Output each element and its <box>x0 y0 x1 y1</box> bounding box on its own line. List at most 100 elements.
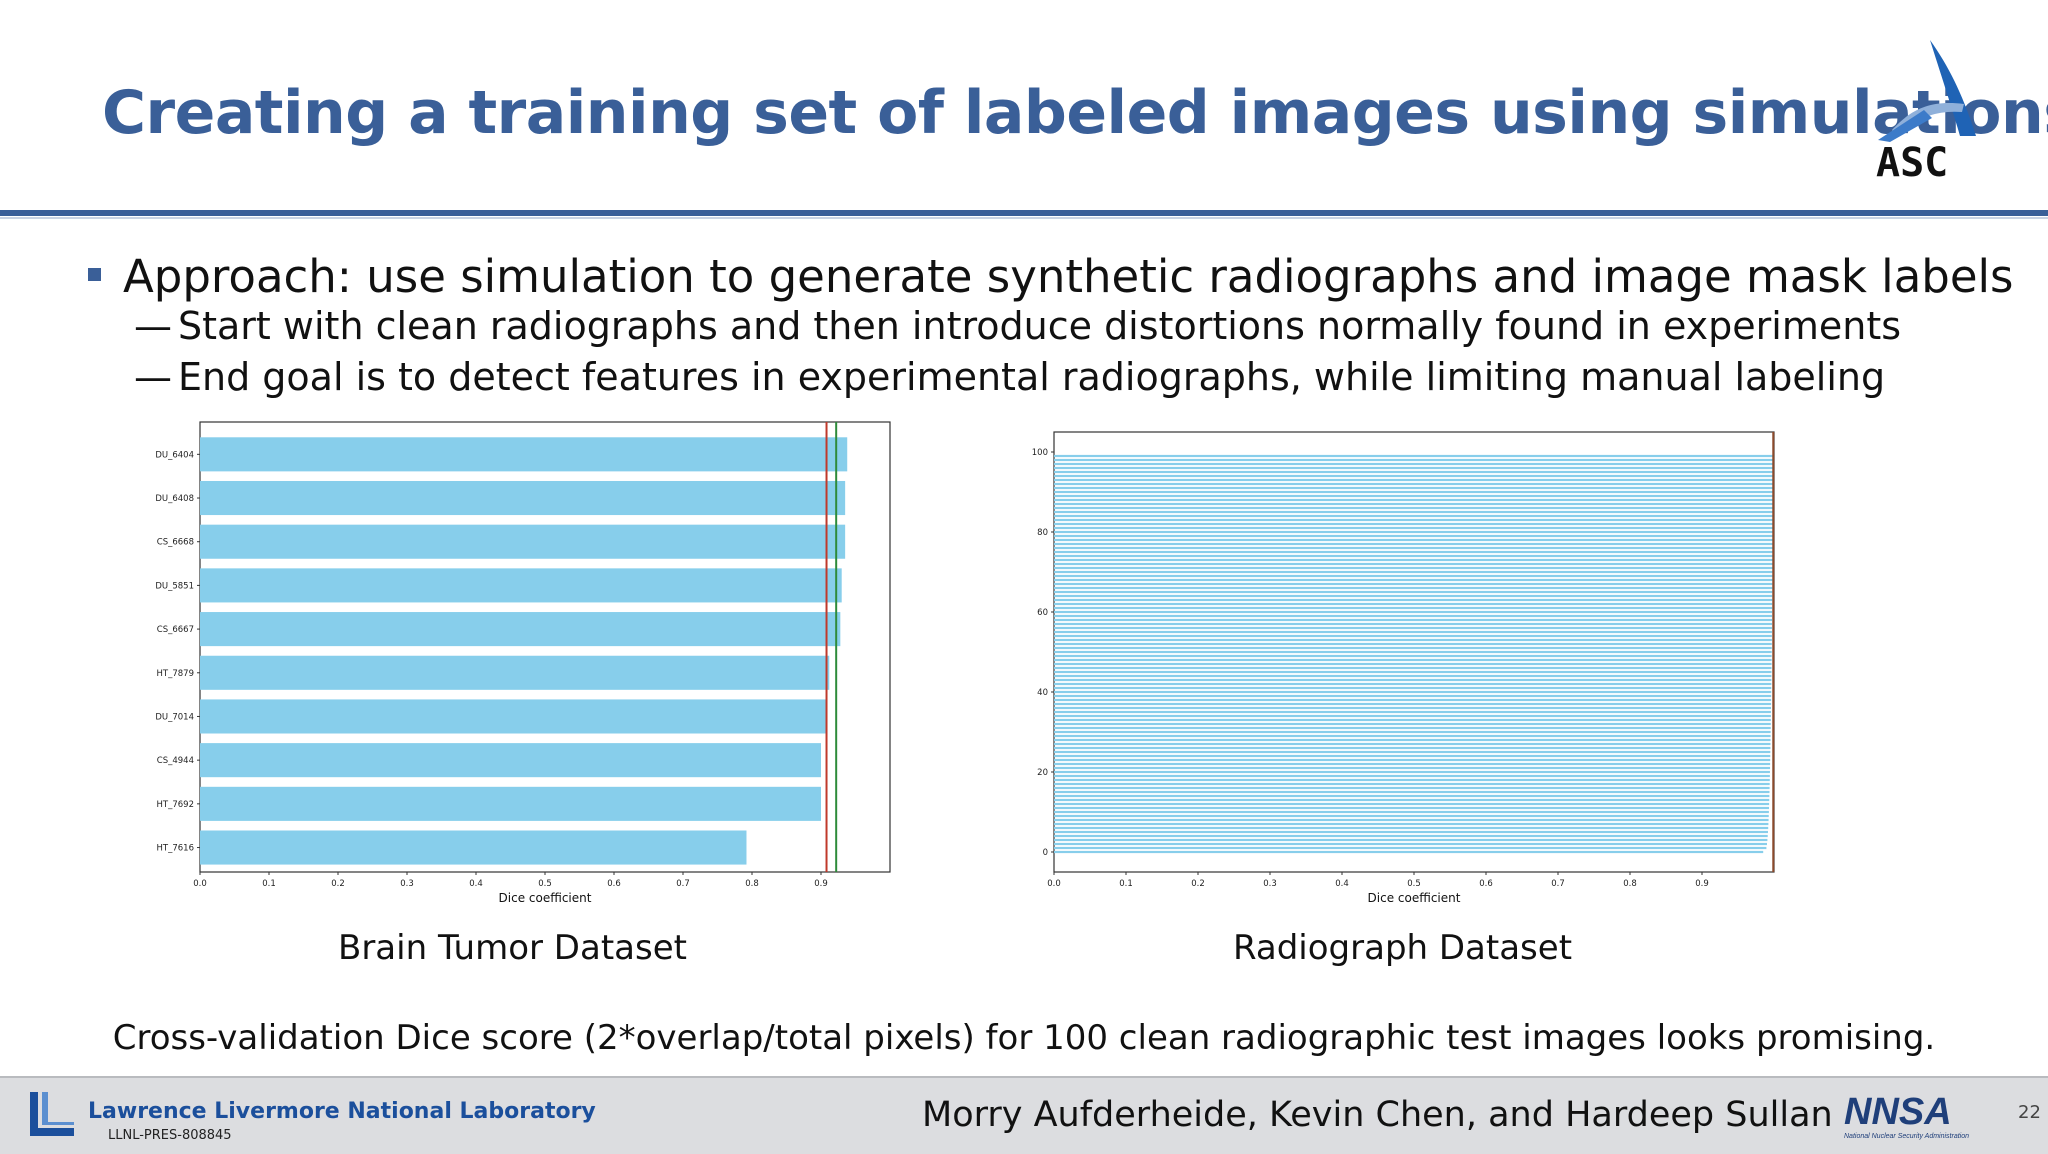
bar <box>1054 838 1768 842</box>
bar <box>1054 622 1772 626</box>
bar <box>1054 750 1771 754</box>
bar <box>1054 482 1774 486</box>
y-tick-label: DU_6404 <box>155 450 194 460</box>
bar <box>1054 538 1773 542</box>
bar <box>1054 706 1772 710</box>
y-tick-label: DU_6408 <box>155 494 194 504</box>
x-tick-label: 0.1 <box>1119 879 1133 889</box>
bar <box>1054 702 1772 706</box>
bar <box>1054 578 1773 582</box>
bar <box>200 655 830 690</box>
bar <box>1054 550 1773 554</box>
bar <box>1054 714 1771 718</box>
bar <box>1054 494 1774 498</box>
bar <box>1054 626 1772 630</box>
bar <box>1054 850 1764 854</box>
y-tick-label: CS_4944 <box>157 756 194 766</box>
nnsa-mark: NNSA <box>1844 1091 1952 1133</box>
bar <box>1054 570 1773 574</box>
x-tick-label: 0.7 <box>676 879 690 889</box>
bar <box>1054 734 1771 738</box>
x-tick-label: 0.8 <box>745 879 759 889</box>
bar <box>1054 678 1772 682</box>
bar <box>1054 530 1773 534</box>
title-rule-shadow <box>0 217 2048 219</box>
bar <box>1054 462 1774 466</box>
asc-logo: ASC <box>1876 40 1976 180</box>
bar <box>1054 822 1769 826</box>
bar <box>1054 722 1771 726</box>
bar <box>1054 630 1772 634</box>
bar <box>200 524 846 559</box>
sub-bullet-1: — Start with clean radiographs and then i… <box>134 304 1902 348</box>
bar <box>1054 746 1771 750</box>
x-tick-label: 0.7 <box>1551 879 1565 889</box>
bar <box>1054 546 1773 550</box>
page-number: 22 <box>2018 1102 2041 1123</box>
slide-title: Creating a training set of labeled image… <box>102 78 2048 148</box>
bar <box>1054 786 1770 790</box>
bar <box>1054 782 1770 786</box>
bar <box>1054 610 1773 614</box>
x-tick-label: 0.3 <box>400 879 414 889</box>
x-tick-label: 0.3 <box>1263 879 1277 889</box>
bar <box>1054 502 1773 506</box>
bar <box>1054 778 1770 782</box>
bar <box>1054 674 1772 678</box>
bar <box>1054 574 1773 578</box>
bar <box>1054 510 1773 514</box>
x-tick-label: 0.8 <box>1623 879 1637 889</box>
bar <box>1054 454 1774 458</box>
bar <box>1054 762 1771 766</box>
bar <box>1054 566 1773 570</box>
bar <box>1054 618 1773 622</box>
x-tick-label: 0.4 <box>469 879 483 889</box>
bar <box>1054 646 1772 650</box>
y-tick-label: 100 <box>1032 448 1048 458</box>
bar <box>1054 754 1771 758</box>
nnsa-logo: NNSA National Nuclear Security Administr… <box>1844 1091 1969 1140</box>
bar <box>1054 738 1771 742</box>
y-tick-label: CS_6668 <box>157 538 194 548</box>
nnsa-tagline: National Nuclear Security Administration <box>1844 1133 1969 1140</box>
x-axis-label: Dice coefficient <box>499 891 592 905</box>
bar <box>200 612 841 647</box>
bar <box>1054 466 1774 470</box>
y-tick-label: 20 <box>1037 768 1048 778</box>
title-rule <box>0 210 2048 216</box>
bar <box>200 786 821 821</box>
bar <box>1054 730 1771 734</box>
sub-bullet-2-text: End goal is to detect features in experi… <box>178 355 1886 399</box>
bar <box>1054 642 1772 646</box>
main-bullet: Approach: use simulation to generate syn… <box>88 250 2013 303</box>
x-tick-label: 0.0 <box>193 879 207 889</box>
x-tick-label: 0.9 <box>814 879 828 889</box>
bar <box>1054 830 1768 834</box>
llnl-logo-icon <box>30 1092 74 1136</box>
y-tick-label: HT_7692 <box>157 800 194 810</box>
bar <box>1054 758 1771 762</box>
bar <box>1054 718 1771 722</box>
bar <box>1054 518 1773 522</box>
y-tick-label: 80 <box>1037 528 1048 538</box>
bar <box>1054 490 1774 494</box>
bar <box>1054 558 1773 562</box>
radiograph-chart: 0 20 40 60 80 100 0.0 0.1 0.2 0.3 0.4 0.5 0.6 0.7 0.8 0… <box>1032 431 1775 905</box>
bar <box>1054 650 1772 654</box>
y-tick-label: 40 <box>1037 688 1048 698</box>
bar <box>1054 806 1770 810</box>
bar <box>1054 810 1769 814</box>
bar <box>1054 846 1767 850</box>
y-tick-label: 0 <box>1043 848 1048 858</box>
footer-bar <box>0 1076 2048 1154</box>
bar <box>1054 614 1773 618</box>
x-tick-label: 0.9 <box>1695 879 1709 889</box>
x-tick-label: 0.6 <box>607 879 621 889</box>
y-tick-label: 60 <box>1037 608 1048 618</box>
bar <box>1054 802 1770 806</box>
caption-brain-tumor: Brain Tumor Dataset <box>338 928 687 968</box>
bar <box>1054 690 1772 694</box>
bar <box>1054 486 1774 490</box>
bar <box>1054 470 1774 474</box>
x-tick-label: 0.4 <box>1335 879 1349 889</box>
